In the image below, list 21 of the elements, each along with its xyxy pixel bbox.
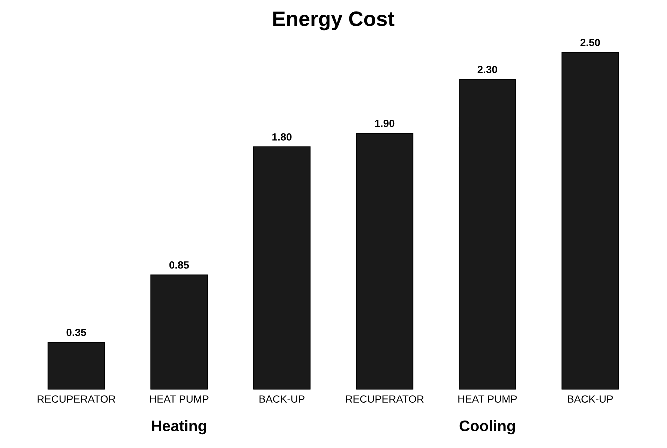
bar [356,133,414,390]
x-tick-label: HEAT PUMP [458,396,518,403]
data-label: 1.90 [375,120,395,128]
x-tick-label: HEAT PUMP [150,396,209,403]
data-label: 2.30 [478,66,498,74]
x-tick-label: BACK-UP [260,396,305,403]
text: Heating [152,420,206,435]
bar [48,342,106,390]
x-tick-label: RECUPERATOR [346,396,424,403]
data-label: 2.50 [580,39,600,46]
x-tick-label: RECUPERATOR [38,396,116,403]
bar [253,146,311,390]
data-label: 0.85 [170,262,190,269]
data-label: 1.80 [272,133,292,141]
bar [562,52,620,390]
x-tick-label: BACK-UP [568,396,614,403]
chart-title: Energy Cost [274,12,395,31]
data-label: 0.35 [66,328,86,336]
bar [150,274,208,390]
text: Cooling [460,420,516,435]
bar [458,79,516,390]
